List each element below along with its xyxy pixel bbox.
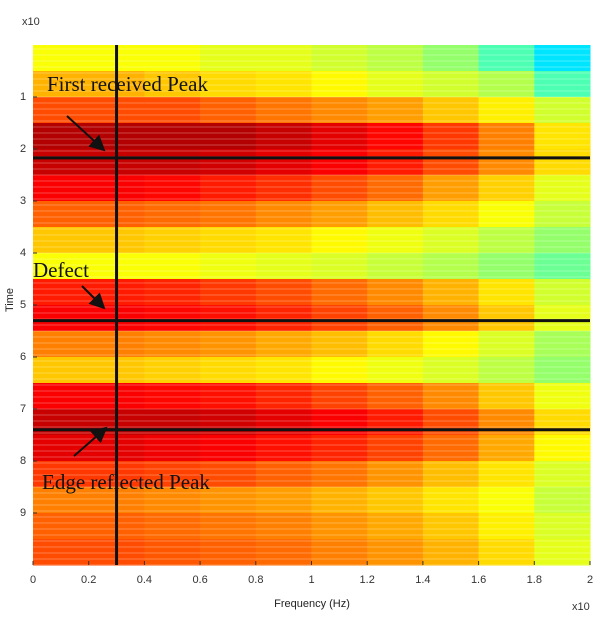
annotation-arrow — [81, 285, 106, 310]
y-tick-label: 3 — [20, 195, 26, 207]
x-tick-label: 2 — [587, 574, 593, 586]
x-tick-label: 0.8 — [248, 574, 263, 586]
annotation: Defect — [33, 258, 89, 282]
y-tick-label: 1 — [20, 91, 26, 103]
x-tick-label: 0.2 — [81, 574, 96, 586]
x-tick-label: 0.4 — [137, 574, 152, 586]
annotation-arrow — [66, 115, 106, 152]
x-tick-label: 1.4 — [415, 574, 430, 586]
y-tick-label: 4 — [20, 247, 26, 259]
y-tick-label: 8 — [20, 455, 26, 467]
y-tick-label: 2 — [20, 143, 26, 155]
y-axis-label: Time — [4, 288, 16, 312]
overlay — [33, 45, 590, 565]
y-tick-label: 6 — [20, 351, 26, 363]
y-tick-label: 7 — [20, 403, 26, 415]
x-tick-label: 1 — [308, 574, 314, 586]
x-multiplier: x10 — [572, 601, 590, 613]
x-tick-label: 1.2 — [360, 574, 375, 586]
y-multiplier: x10 — [22, 16, 40, 28]
x-tick-label: 0.6 — [192, 574, 207, 586]
x-tick-label: 1.6 — [471, 574, 486, 586]
annotation-arrow — [73, 426, 108, 457]
x-axis-label: Frequency (Hz) — [274, 598, 350, 610]
x-tick-label: 1.8 — [527, 574, 542, 586]
y-tick-label: 9 — [20, 507, 26, 519]
annotation: Edge reflected Peak — [42, 470, 210, 494]
y-tick-label: 5 — [20, 299, 26, 311]
stripe-texture — [33, 45, 590, 565]
x-tick-label: 0 — [30, 574, 36, 586]
annotation: First received Peak — [47, 72, 208, 96]
